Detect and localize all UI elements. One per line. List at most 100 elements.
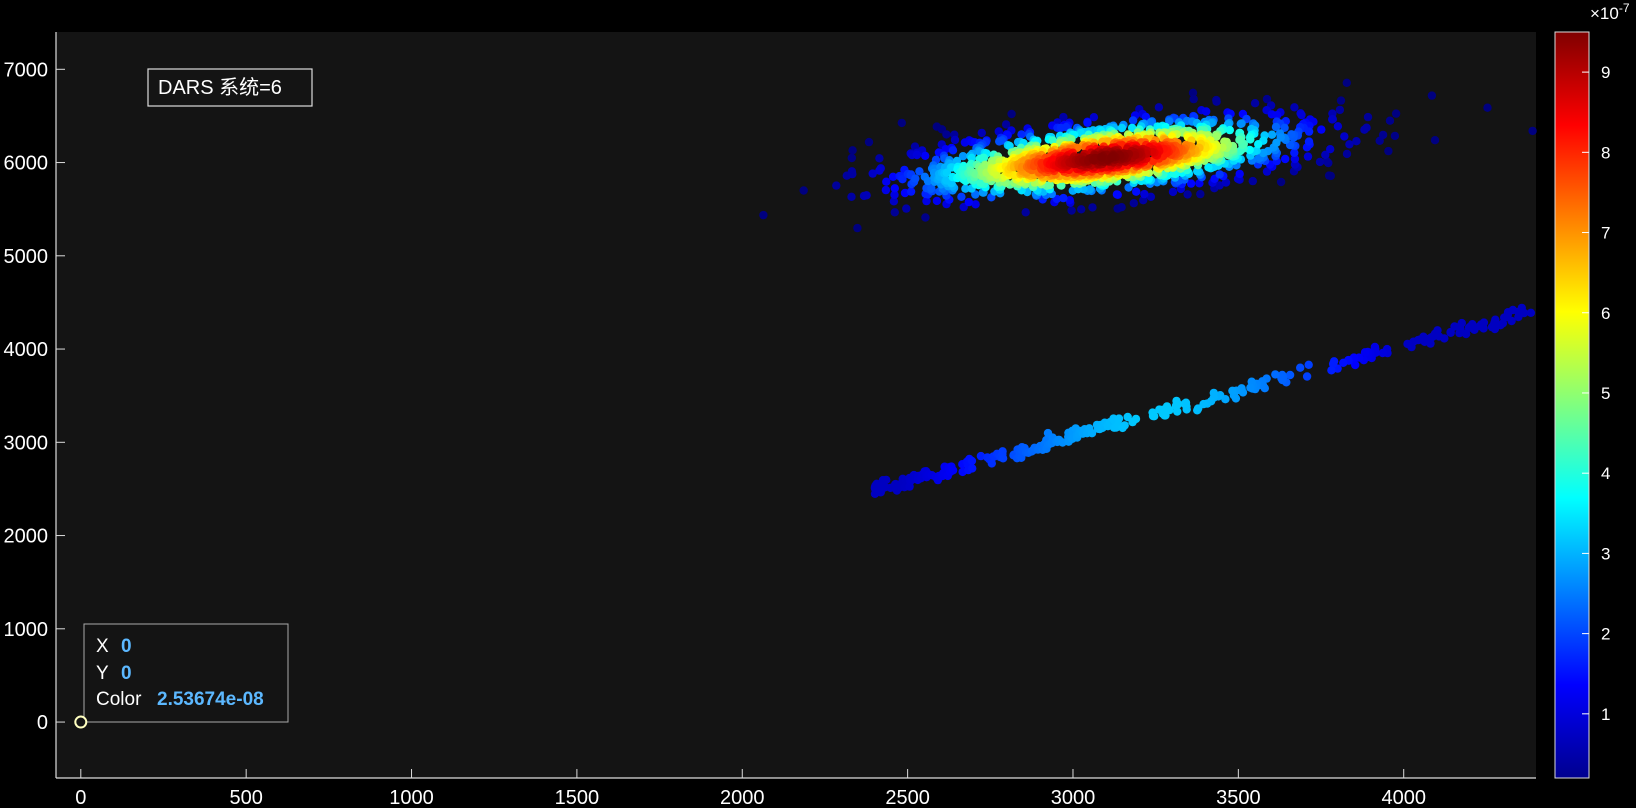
scatter-point xyxy=(1427,91,1437,100)
scatter-point xyxy=(1114,414,1124,423)
scatter-point xyxy=(878,476,888,485)
scatter-point xyxy=(1271,122,1281,132)
scatter-point xyxy=(1067,206,1076,215)
scatter-point xyxy=(1188,88,1198,98)
scatter-point xyxy=(1262,94,1272,104)
scatter-point xyxy=(1083,118,1092,128)
colorbar-exponent: ×10-7 xyxy=(1590,1,1630,23)
scatter-point xyxy=(1304,137,1314,146)
datatip[interactable]: X 0 Y 0 Color 2.53674e-08 xyxy=(74,623,289,729)
scatter-point xyxy=(1228,386,1237,395)
scatter-point xyxy=(912,150,922,160)
scatter-point xyxy=(1132,187,1141,196)
scatter-point xyxy=(1440,334,1449,343)
x-tick-label: 2500 xyxy=(885,787,930,808)
scatter-point xyxy=(1087,429,1097,438)
scatter-point xyxy=(1212,132,1221,141)
scatter-point xyxy=(1324,171,1334,180)
scatter-point xyxy=(977,128,986,138)
scatter-point xyxy=(1514,307,1523,317)
scatter-point xyxy=(1056,123,1066,133)
scatter-point xyxy=(1340,132,1349,141)
x-tick-label: 3500 xyxy=(1216,787,1261,808)
scatter-point xyxy=(1317,125,1326,134)
datatip-marker[interactable] xyxy=(74,715,88,729)
scatter-point xyxy=(1085,185,1095,194)
scatter-point xyxy=(1001,120,1011,129)
scatter-point xyxy=(1196,189,1205,199)
scatter-point xyxy=(971,190,980,199)
scatter-point xyxy=(1281,154,1290,164)
scatter-point xyxy=(1290,154,1300,164)
scatter-point xyxy=(1171,401,1181,410)
x-tick-label: 1500 xyxy=(555,787,600,808)
scatter-point xyxy=(1315,157,1325,167)
scatter-point xyxy=(1296,363,1305,372)
scatter-point xyxy=(1276,177,1286,187)
scatter-point xyxy=(799,186,808,195)
scatter-point xyxy=(1140,189,1149,199)
scatter-point xyxy=(994,127,1003,136)
scatter-point xyxy=(1045,180,1055,190)
scatter-point xyxy=(1333,122,1343,131)
scatter-point xyxy=(1483,103,1492,112)
scatter-point xyxy=(1259,148,1268,158)
scatter-point xyxy=(1352,137,1361,146)
scatter-point xyxy=(1218,143,1227,152)
scatter-point xyxy=(1272,138,1281,147)
scatter-point xyxy=(1304,360,1313,369)
scatter-point xyxy=(1285,370,1295,380)
scatter-point xyxy=(1351,360,1360,370)
x-tick-label: 1000 xyxy=(389,787,434,808)
scatter-point xyxy=(1345,140,1354,149)
scatter-point xyxy=(870,483,880,492)
scatter-point xyxy=(911,174,920,183)
scatter-point xyxy=(1390,131,1400,141)
scatter-point xyxy=(1202,107,1211,116)
scatter-point xyxy=(1267,130,1277,139)
colorbar: ×10-7 1 2 3 4 5 6 7 8 9 xyxy=(1554,1,1630,779)
scatter-point xyxy=(1490,324,1500,334)
scatter-point xyxy=(1378,348,1387,358)
scatter-point xyxy=(1326,145,1335,154)
scatter-point xyxy=(1248,176,1258,186)
scatter-point xyxy=(1342,78,1352,88)
scatter-point xyxy=(1528,126,1537,136)
scatter-point xyxy=(1209,388,1219,398)
scatter-point xyxy=(948,466,958,475)
scatter-point xyxy=(868,169,877,178)
scatter-point xyxy=(847,153,856,163)
scatter-point xyxy=(987,459,996,468)
scatter-point xyxy=(1455,328,1464,338)
scatter-point xyxy=(890,208,899,217)
scatter-point xyxy=(1189,94,1198,104)
scatter-point xyxy=(948,146,958,155)
colorbar-gradient xyxy=(1554,31,1590,779)
scatter-point xyxy=(898,175,907,184)
scatter-point xyxy=(942,130,951,139)
annotation-box: DARS 系统=6 xyxy=(147,68,313,107)
scatter-point xyxy=(1168,187,1178,197)
scatter-point xyxy=(927,184,936,193)
scatter-point xyxy=(1146,192,1156,201)
scatter-point xyxy=(1490,318,1499,327)
scatter-point xyxy=(1250,99,1260,108)
datatip-x-value: 0 xyxy=(121,636,132,657)
datatip-y-value: 0 xyxy=(121,663,132,684)
scatter-point xyxy=(976,451,986,461)
scatter-point xyxy=(875,154,884,163)
scatter-point xyxy=(1277,374,1286,383)
scatter-point xyxy=(921,151,930,160)
scatter-point xyxy=(1150,412,1159,421)
scatter-point xyxy=(1271,370,1280,379)
scatter-point xyxy=(1117,203,1126,212)
scatter-point xyxy=(1450,322,1459,331)
scatter-point xyxy=(964,197,973,207)
scatter-point xyxy=(1204,163,1213,172)
scatter-point xyxy=(1128,116,1138,125)
scatter-point xyxy=(1322,157,1332,166)
scatter-point xyxy=(864,137,874,147)
scatter-point xyxy=(888,172,898,181)
scatter-point xyxy=(1235,135,1244,145)
scatter-point xyxy=(995,137,1004,146)
